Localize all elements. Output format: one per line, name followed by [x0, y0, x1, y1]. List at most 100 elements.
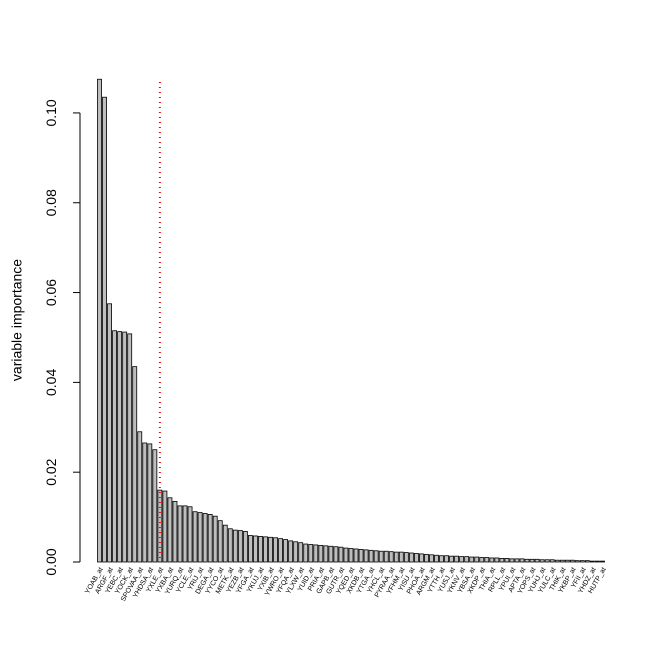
bar — [273, 537, 278, 563]
bar — [247, 535, 253, 563]
bar — [253, 535, 258, 563]
bar — [574, 560, 580, 563]
bar — [162, 490, 168, 563]
bar — [338, 546, 344, 563]
bar — [258, 536, 263, 563]
bar — [514, 558, 520, 563]
bar — [569, 559, 575, 563]
bar — [343, 547, 349, 563]
y-tick-label: 0.08 — [43, 189, 59, 216]
bar — [308, 544, 314, 563]
bar — [424, 553, 429, 563]
bar — [328, 545, 334, 563]
bar — [353, 548, 359, 563]
bar — [393, 551, 399, 563]
bar — [237, 530, 243, 563]
bar — [323, 545, 329, 563]
bar — [192, 511, 198, 563]
bar — [534, 558, 540, 563]
bar — [303, 543, 309, 563]
bar — [182, 505, 188, 563]
bar — [494, 557, 500, 563]
bar — [217, 520, 223, 563]
bar — [222, 524, 228, 563]
bar — [413, 553, 419, 563]
bar — [509, 558, 515, 563]
bar — [459, 556, 465, 563]
bar — [147, 443, 153, 563]
bar — [348, 548, 354, 563]
bar — [408, 552, 414, 563]
bar — [177, 505, 183, 563]
bar — [232, 529, 238, 563]
bar — [539, 559, 545, 563]
bar — [549, 559, 555, 563]
bar — [313, 544, 319, 563]
bar — [403, 552, 409, 563]
bar — [454, 555, 460, 563]
bar — [268, 536, 273, 563]
bar — [529, 558, 535, 563]
bar — [333, 546, 339, 563]
bar — [102, 96, 107, 563]
bar — [479, 557, 485, 563]
bar — [227, 528, 233, 563]
bar — [554, 559, 560, 563]
bar — [187, 506, 193, 563]
bar — [429, 554, 434, 563]
bar — [464, 556, 470, 563]
bar — [132, 366, 138, 563]
bar — [318, 544, 324, 563]
bar — [439, 555, 444, 563]
bar — [444, 555, 449, 563]
y-axis-label: variable importance — [9, 259, 25, 381]
y-tick-label: 0.06 — [43, 279, 59, 306]
bar — [544, 559, 550, 563]
bar — [137, 431, 143, 563]
bar — [122, 331, 128, 563]
bar — [398, 551, 404, 563]
bar — [152, 449, 158, 563]
bar — [368, 549, 374, 563]
bar — [449, 555, 455, 563]
bar — [595, 560, 600, 563]
bar — [388, 551, 394, 563]
bar — [373, 550, 379, 563]
bar — [107, 303, 112, 563]
bar — [293, 541, 299, 563]
bar — [579, 560, 585, 563]
bar — [298, 542, 304, 563]
bar — [112, 330, 118, 563]
bar — [564, 559, 570, 563]
bar — [559, 559, 565, 563]
bar — [242, 531, 248, 563]
bar — [263, 536, 268, 563]
bar — [288, 540, 294, 563]
bar — [167, 497, 173, 563]
bar — [524, 558, 530, 563]
bar — [97, 78, 102, 563]
bar — [499, 558, 505, 563]
bar — [383, 550, 389, 563]
y-tick-label: 0.04 — [43, 369, 59, 396]
bar — [207, 513, 213, 563]
y-tick-label: 0.10 — [43, 99, 59, 126]
bar — [197, 512, 203, 563]
bar — [127, 333, 133, 563]
bar — [212, 515, 218, 563]
y-tick-label: 0.00 — [43, 548, 59, 575]
bar — [504, 558, 510, 563]
bar — [600, 560, 605, 563]
bar — [434, 554, 439, 563]
bar — [590, 560, 595, 563]
y-tick-label: 0.02 — [43, 458, 59, 485]
bar — [283, 539, 289, 563]
bar — [378, 550, 384, 563]
bar — [142, 442, 148, 563]
bar — [358, 549, 364, 563]
bar — [489, 557, 495, 563]
bar — [484, 557, 490, 563]
bar — [172, 500, 178, 563]
bar — [474, 556, 480, 563]
